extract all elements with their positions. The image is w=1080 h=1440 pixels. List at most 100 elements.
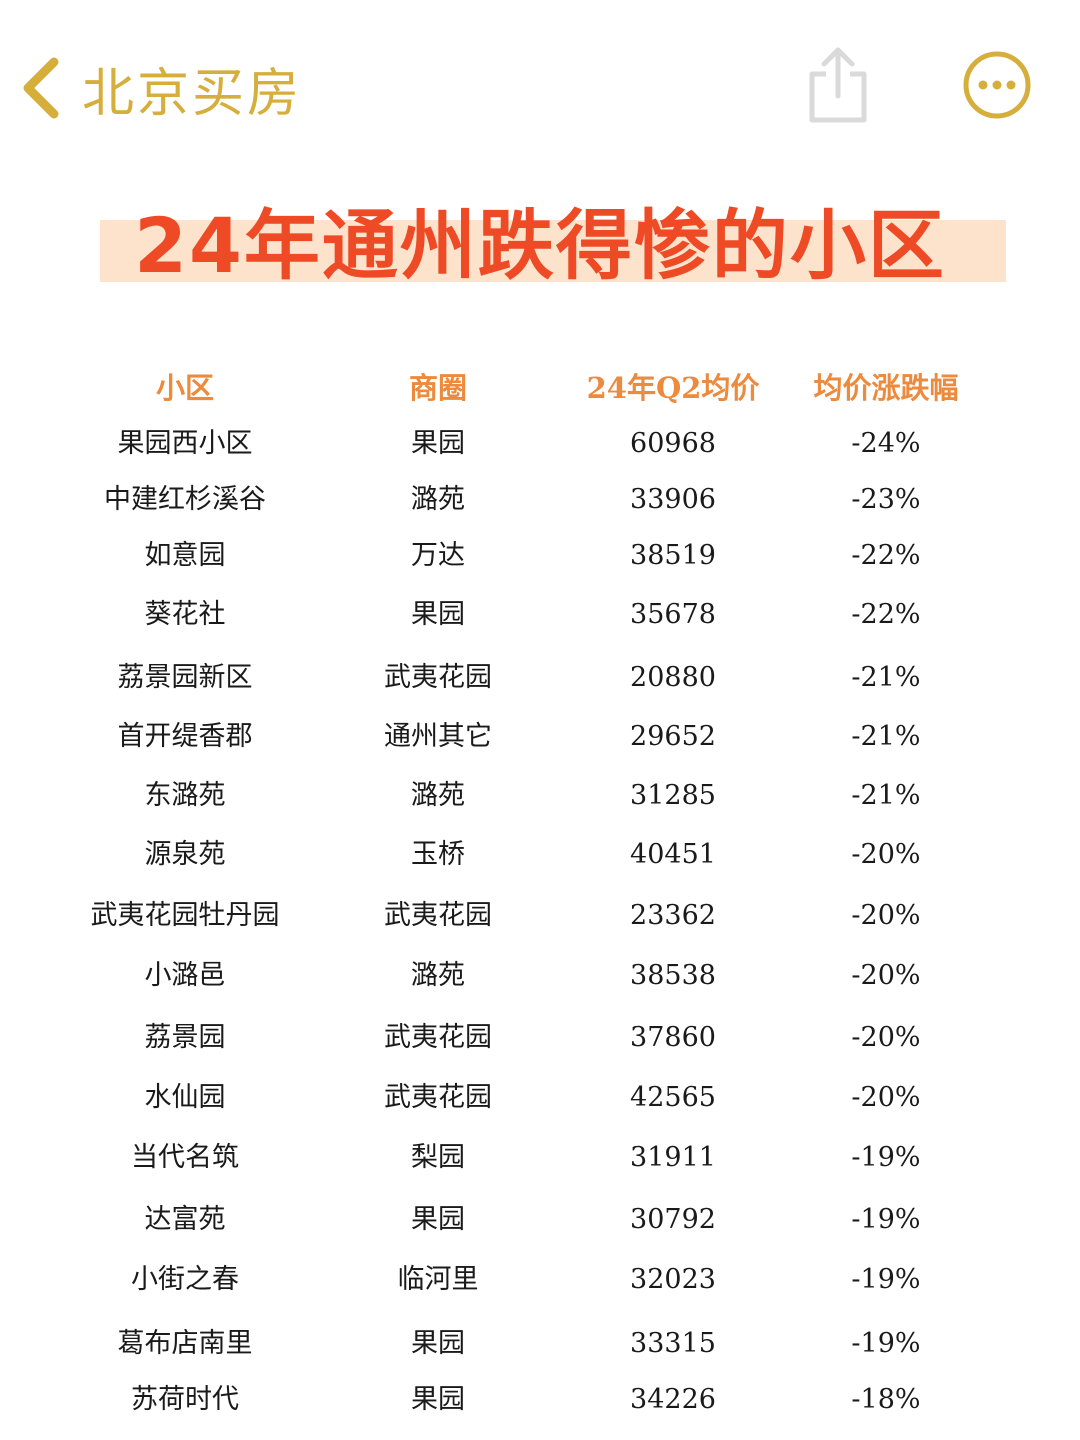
table-row: 如意园 万达 38519 -22%: [0, 528, 1080, 584]
table-row: 达富苑 果园 30792 -19%: [0, 1192, 1080, 1248]
cell-district: 武夷花园: [384, 900, 492, 931]
more-button[interactable]: [962, 50, 1032, 120]
cell-community: 水仙园: [144, 1082, 226, 1113]
cell-avg-price: 38519: [630, 540, 716, 571]
cell-avg-price: 33315: [630, 1328, 716, 1359]
cell-change: -19%: [851, 1142, 921, 1173]
cell-avg-price: 38538: [630, 960, 716, 991]
table-row: 小潞邑 潞苑 38538 -20%: [0, 948, 1080, 1004]
cell-community: 荔景园: [144, 1022, 226, 1053]
cell-change: -24%: [851, 428, 921, 459]
cell-community: 葛布店南里: [117, 1328, 253, 1359]
table-row: 小街之春 临河里 32023 -19%: [0, 1252, 1080, 1308]
cell-change: -19%: [851, 1204, 921, 1235]
share-button[interactable]: [806, 44, 870, 124]
cell-avg-price: 32023: [630, 1264, 716, 1295]
cell-change: -20%: [851, 839, 921, 870]
cell-change: -22%: [851, 599, 921, 630]
cell-change: -20%: [851, 900, 921, 931]
cell-community: 源泉苑: [144, 839, 226, 870]
cell-avg-price: 34226: [630, 1384, 716, 1415]
cell-change: -20%: [851, 1022, 921, 1053]
column-header-district: 商圈: [408, 371, 468, 405]
cell-district: 武夷花园: [384, 1022, 492, 1053]
cell-district: 果园: [411, 1384, 465, 1415]
cell-avg-price: 42565: [630, 1082, 716, 1113]
column-header-change: 均价涨跌幅: [813, 371, 959, 405]
cell-district: 武夷花园: [384, 662, 492, 693]
back-button[interactable]: 北京买房: [20, 50, 302, 126]
cell-district: 潞苑: [411, 484, 465, 515]
cell-community: 武夷花园牡丹园: [90, 900, 280, 931]
cell-district: 梨园: [411, 1142, 465, 1173]
headline: 24年通州跌得惨的小区: [134, 201, 946, 290]
table-header: 小区 商圈 24年Q2均价 均价涨跌幅: [0, 360, 1080, 416]
cell-district: 临河里: [397, 1264, 479, 1295]
column-header-avg-price: 24年Q2均价: [586, 371, 760, 405]
cell-avg-price: 37860: [630, 1022, 716, 1053]
cell-community: 首开缇香郡: [117, 721, 253, 752]
cell-avg-price: 33906: [630, 484, 716, 515]
cell-avg-price: 40451: [630, 839, 716, 870]
table-row: 葛布店南里 果园 33315 -19%: [0, 1316, 1080, 1372]
cell-district: 万达: [411, 540, 465, 571]
table-row: 荔景园 武夷花园 37860 -20%: [0, 1010, 1080, 1066]
cell-community: 中建红杉溪谷: [104, 484, 266, 515]
table-row: 首开缇香郡 通州其它 29652 -21%: [0, 709, 1080, 765]
cell-change: -21%: [851, 780, 921, 811]
table-row: 当代名筑 梨园 31911 -19%: [0, 1130, 1080, 1186]
table-row: 武夷花园牡丹园 武夷花园 23362 -20%: [0, 888, 1080, 944]
cell-change: -19%: [851, 1264, 921, 1295]
cell-change: -21%: [851, 721, 921, 752]
cell-avg-price: 29652: [630, 721, 716, 752]
cell-community: 当代名筑: [131, 1142, 239, 1173]
cell-community: 荔景园新区: [117, 662, 253, 693]
chevron-left-icon: [20, 56, 60, 120]
table-row: 苏荷时代 果园 34226 -18%: [0, 1372, 1080, 1428]
cell-community: 果园西小区: [117, 428, 253, 459]
table-row: 东潞苑 潞苑 31285 -21%: [0, 768, 1080, 824]
cell-avg-price: 60968: [630, 428, 716, 459]
share-icon: [806, 47, 870, 128]
cell-district: 果园: [411, 1204, 465, 1235]
cell-district: 果园: [411, 428, 465, 459]
cell-change: -21%: [851, 662, 921, 693]
table-row: 水仙园 武夷花园 42565 -20%: [0, 1070, 1080, 1126]
column-header-community: 小区: [155, 371, 215, 405]
cell-district: 玉桥: [411, 839, 465, 870]
table-row: 源泉苑 玉桥 40451 -20%: [0, 827, 1080, 883]
cell-district: 果园: [411, 1328, 465, 1359]
table-row: 果园西小区 果园 60968 -24%: [0, 416, 1080, 472]
cell-change: -20%: [851, 1082, 921, 1113]
more-icon: [962, 51, 1032, 124]
cell-change: -20%: [851, 960, 921, 991]
cell-district: 潞苑: [411, 780, 465, 811]
cell-community: 葵花社: [144, 599, 226, 630]
cell-district: 通州其它: [384, 721, 492, 752]
cell-avg-price: 23362: [630, 900, 716, 931]
cell-district: 武夷花园: [384, 1082, 492, 1113]
cell-change: -18%: [851, 1384, 921, 1415]
table-row: 葵花社 果园 35678 -22%: [0, 587, 1080, 643]
cell-community: 苏荷时代: [131, 1384, 239, 1415]
cell-community: 小潞邑: [144, 960, 226, 991]
cell-district: 潞苑: [411, 960, 465, 991]
headline-highlight: [100, 220, 1006, 282]
table-row: 荔景园新区 武夷花园 20880 -21%: [0, 650, 1080, 706]
cell-change: -23%: [851, 484, 921, 515]
cell-change: -19%: [851, 1328, 921, 1359]
cell-avg-price: 20880: [630, 662, 716, 693]
cell-community: 如意园: [144, 540, 226, 571]
cell-community: 东潞苑: [144, 780, 226, 811]
cell-avg-price: 31285: [630, 780, 716, 811]
table-row: 中建红杉溪谷 潞苑 33906 -23%: [0, 472, 1080, 528]
cell-community: 小街之春: [131, 1264, 239, 1295]
cell-avg-price: 30792: [630, 1204, 716, 1235]
cell-avg-price: 31911: [630, 1142, 716, 1173]
cell-community: 达富苑: [144, 1204, 226, 1235]
nav-title: 北京买房: [82, 63, 303, 124]
cell-avg-price: 35678: [630, 599, 716, 630]
cell-change: -22%: [851, 540, 921, 571]
cell-district: 果园: [411, 599, 465, 630]
